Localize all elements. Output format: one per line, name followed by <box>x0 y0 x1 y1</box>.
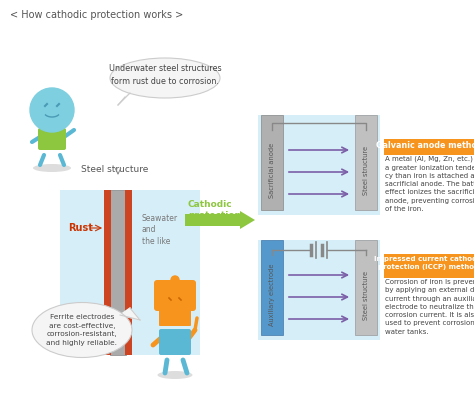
Text: Galvanic anode method: Galvanic anode method <box>375 141 474 150</box>
Bar <box>110 190 126 355</box>
Circle shape <box>171 276 179 284</box>
Ellipse shape <box>32 302 132 358</box>
FancyArrow shape <box>185 211 255 229</box>
Ellipse shape <box>157 371 192 379</box>
Text: Corrosion of iron is prevented
by applying an external direct
current through an: Corrosion of iron is prevented by applyi… <box>385 279 474 334</box>
FancyBboxPatch shape <box>159 304 191 326</box>
Bar <box>125 190 132 355</box>
Text: Underwater steel structures
form rust due to corrosion.: Underwater steel structures form rust du… <box>109 64 221 86</box>
FancyBboxPatch shape <box>159 329 191 355</box>
FancyBboxPatch shape <box>154 280 196 311</box>
Text: A metal (Al, Mg, Zn, etc.) with
a greater ionization tendency
cy than iron is at: A metal (Al, Mg, Zn, etc.) with a greate… <box>385 156 474 212</box>
Ellipse shape <box>110 58 220 98</box>
Text: Cathodic
protection: Cathodic protection <box>188 200 241 220</box>
Text: Rust: Rust <box>68 223 93 233</box>
Text: Auxiliary electrode: Auxiliary electrode <box>269 264 275 326</box>
Bar <box>104 190 111 355</box>
Bar <box>355 115 377 210</box>
Bar <box>355 240 377 335</box>
FancyBboxPatch shape <box>60 190 200 355</box>
FancyBboxPatch shape <box>384 254 474 278</box>
Text: Seawater
and
the like: Seawater and the like <box>142 214 178 246</box>
Text: Steel structure: Steel structure <box>363 146 369 194</box>
Text: Sacrificial anode: Sacrificial anode <box>269 142 275 198</box>
Text: Impressed current cathodic
protection (ICCP) method: Impressed current cathodic protection (I… <box>374 256 474 270</box>
Polygon shape <box>120 308 140 320</box>
Polygon shape <box>118 93 130 105</box>
Text: Steel structure: Steel structure <box>363 270 369 320</box>
Bar <box>261 240 283 335</box>
Bar <box>258 240 380 340</box>
FancyBboxPatch shape <box>384 139 474 155</box>
Text: Steel structure: Steel structure <box>82 165 149 174</box>
Bar <box>261 115 283 210</box>
Ellipse shape <box>33 164 71 172</box>
FancyBboxPatch shape <box>38 128 66 150</box>
Bar <box>258 115 380 215</box>
Text: < How cathodic protection works >: < How cathodic protection works > <box>10 10 183 20</box>
Circle shape <box>30 88 74 132</box>
Text: Ferrite electrodes
are cost-effective,
corrosion-resistant,
and highly reliable.: Ferrite electrodes are cost-effective, c… <box>46 314 118 346</box>
